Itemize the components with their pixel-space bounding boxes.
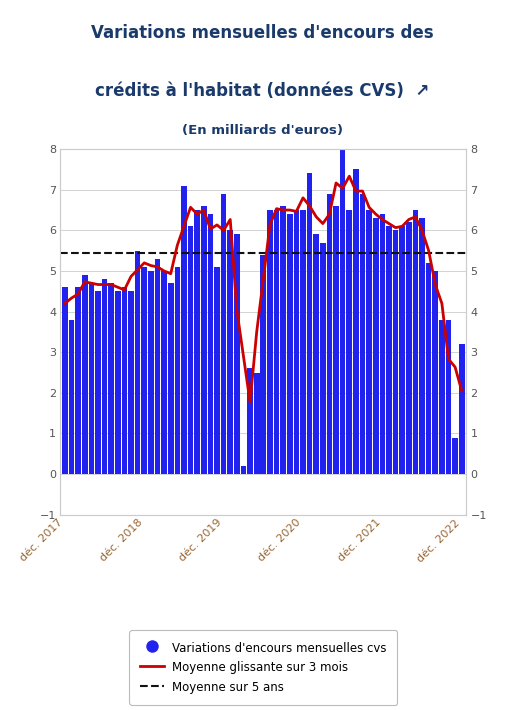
Bar — [194, 210, 200, 474]
Bar — [300, 210, 306, 474]
Bar — [313, 234, 319, 474]
Bar — [62, 288, 68, 474]
Bar — [446, 320, 451, 474]
Bar — [227, 230, 233, 474]
Bar — [346, 210, 352, 474]
Bar — [439, 320, 445, 474]
Bar — [399, 226, 405, 474]
Bar — [161, 271, 167, 474]
Bar — [412, 210, 418, 474]
Bar — [89, 283, 94, 474]
Bar — [280, 206, 286, 474]
Bar — [201, 206, 206, 474]
Bar — [115, 291, 121, 474]
Bar — [426, 263, 431, 474]
Bar — [82, 275, 88, 474]
Bar — [254, 373, 259, 474]
Bar — [366, 210, 372, 474]
Bar — [320, 243, 325, 474]
Bar — [75, 288, 81, 474]
Bar — [174, 267, 180, 474]
Bar — [393, 230, 398, 474]
Bar — [307, 173, 312, 474]
Bar — [353, 170, 359, 474]
Bar — [241, 466, 246, 474]
Bar — [267, 210, 272, 474]
Legend: Variations d'encours mensuelles cvs, Moyenne glissante sur 3 mois, Moyenne sur 5: Variations d'encours mensuelles cvs, Moy… — [129, 630, 397, 704]
Bar — [274, 210, 279, 474]
Bar — [326, 194, 332, 474]
Bar — [95, 291, 101, 474]
Bar — [181, 186, 187, 474]
Bar — [122, 288, 127, 474]
Bar — [287, 214, 292, 474]
Bar — [386, 226, 392, 474]
Bar — [221, 194, 226, 474]
Bar — [128, 291, 134, 474]
Bar — [148, 271, 154, 474]
Bar — [247, 368, 253, 474]
Bar — [293, 210, 299, 474]
Bar — [214, 267, 220, 474]
Bar — [379, 214, 385, 474]
Bar — [459, 344, 465, 474]
Bar — [155, 258, 160, 474]
Bar — [135, 251, 140, 474]
Bar — [188, 226, 193, 474]
Bar — [108, 283, 114, 474]
Bar — [359, 194, 365, 474]
Text: (En milliards d'euros): (En milliards d'euros) — [181, 124, 343, 137]
Bar — [333, 206, 339, 474]
Bar — [419, 218, 425, 474]
Bar — [260, 255, 266, 474]
Bar — [432, 271, 438, 474]
Bar — [208, 214, 213, 474]
Bar — [452, 437, 458, 474]
Bar — [141, 267, 147, 474]
Bar — [69, 320, 74, 474]
Bar — [373, 218, 378, 474]
Bar — [406, 222, 412, 474]
Text: crédits à l'habitat (données CVS)  ↗: crédits à l'habitat (données CVS) ↗ — [95, 82, 429, 100]
Bar — [234, 234, 239, 474]
Bar — [168, 283, 173, 474]
Text: Variations mensuelles d'encours des: Variations mensuelles d'encours des — [91, 24, 433, 42]
Bar — [102, 279, 107, 474]
Bar — [340, 149, 345, 474]
